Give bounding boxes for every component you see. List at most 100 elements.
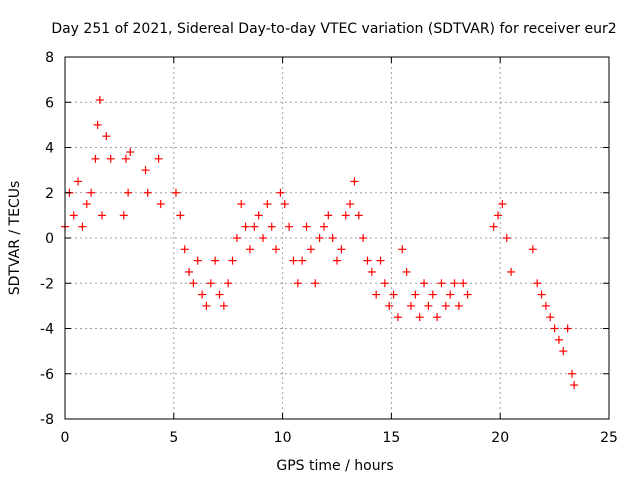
data-point [91,154,100,163]
data-point [232,234,241,242]
data-point [341,211,350,220]
data-point [202,301,211,310]
data-point [241,222,250,231]
data-point [82,200,91,209]
data-point [78,222,87,231]
x-axis-label: GPS time / hours [276,458,393,474]
data-point [420,279,429,288]
data-point [298,256,307,265]
data-point [237,200,246,209]
data-series [61,95,579,390]
data-point [126,148,135,157]
data-point [106,154,115,163]
data-point [215,290,224,299]
data-point [306,245,315,254]
data-point [437,279,446,288]
data-point [315,234,324,242]
y-tick-label: -2 [40,276,54,292]
data-point [293,279,302,288]
data-point [324,211,333,220]
data-point [411,290,420,299]
data-point [537,290,546,299]
data-point [498,200,507,209]
data-point [206,279,215,288]
data-point [546,313,555,322]
data-point [333,256,341,265]
data-point [433,313,442,322]
data-point [428,290,437,299]
data-point [228,256,237,265]
data-point [185,267,194,276]
data-point [463,290,472,299]
data-point [272,245,281,254]
data-point [289,256,298,265]
data-point [267,222,276,231]
data-point [541,301,550,310]
data-point [367,267,376,276]
data-point [398,245,407,254]
data-point [550,324,559,333]
data-point [276,188,285,197]
data-point [180,245,189,254]
data-point [385,301,394,310]
data-point [311,279,320,288]
data-point [121,154,130,163]
data-point [171,188,180,197]
data-point [354,211,363,220]
data-point [450,279,459,288]
data-point [176,211,185,220]
data-point [259,234,268,242]
y-tick-label: 4 [45,141,54,157]
data-point [302,222,311,231]
data-point [141,166,150,175]
data-point [528,245,537,254]
data-point [372,290,381,299]
y-tick-label: 0 [45,231,54,247]
data-point [346,200,355,209]
data-point [69,211,78,220]
x-tick-label: 20 [491,430,509,446]
data-point [415,313,424,322]
data-point [494,211,503,220]
x-tick-label: 25 [600,430,618,446]
data-point [224,279,233,288]
data-point [254,211,263,220]
data-point [119,211,128,220]
grid [65,57,609,419]
data-point [124,188,133,197]
x-tick-label: 5 [169,430,178,446]
data-point [189,279,198,288]
data-point [263,200,272,209]
data-point [402,267,411,276]
data-point [143,188,152,197]
data-point [193,256,202,265]
data-point [507,267,516,276]
chart-title: Day 251 of 2021, Sidereal Day-to-day VTE… [51,21,616,37]
data-point [359,234,368,242]
data-point [350,177,359,186]
data-point [554,335,563,344]
data-point [459,279,468,288]
data-point [489,222,498,231]
y-tick-label: -8 [40,412,54,428]
x-tick-label: 15 [382,430,400,446]
y-tick-label: 2 [45,186,54,202]
data-point [93,120,102,129]
data-point [454,301,463,310]
data-point [280,200,289,209]
data-point [245,245,254,254]
data-point [74,177,83,186]
data-point [102,132,111,141]
axis-ticks: 0 5 10 15 20 25 -8 -6 -4 -2 0 2 4 6 8 [40,50,618,446]
data-point [328,234,337,242]
data-point [285,222,294,231]
y-tick-label: -6 [40,367,54,383]
x-tick-label: 10 [274,430,292,446]
data-point [502,234,511,242]
data-point [559,347,568,356]
data-point [424,301,433,310]
data-point [441,301,450,310]
data-point [337,245,346,254]
data-point [446,290,455,299]
